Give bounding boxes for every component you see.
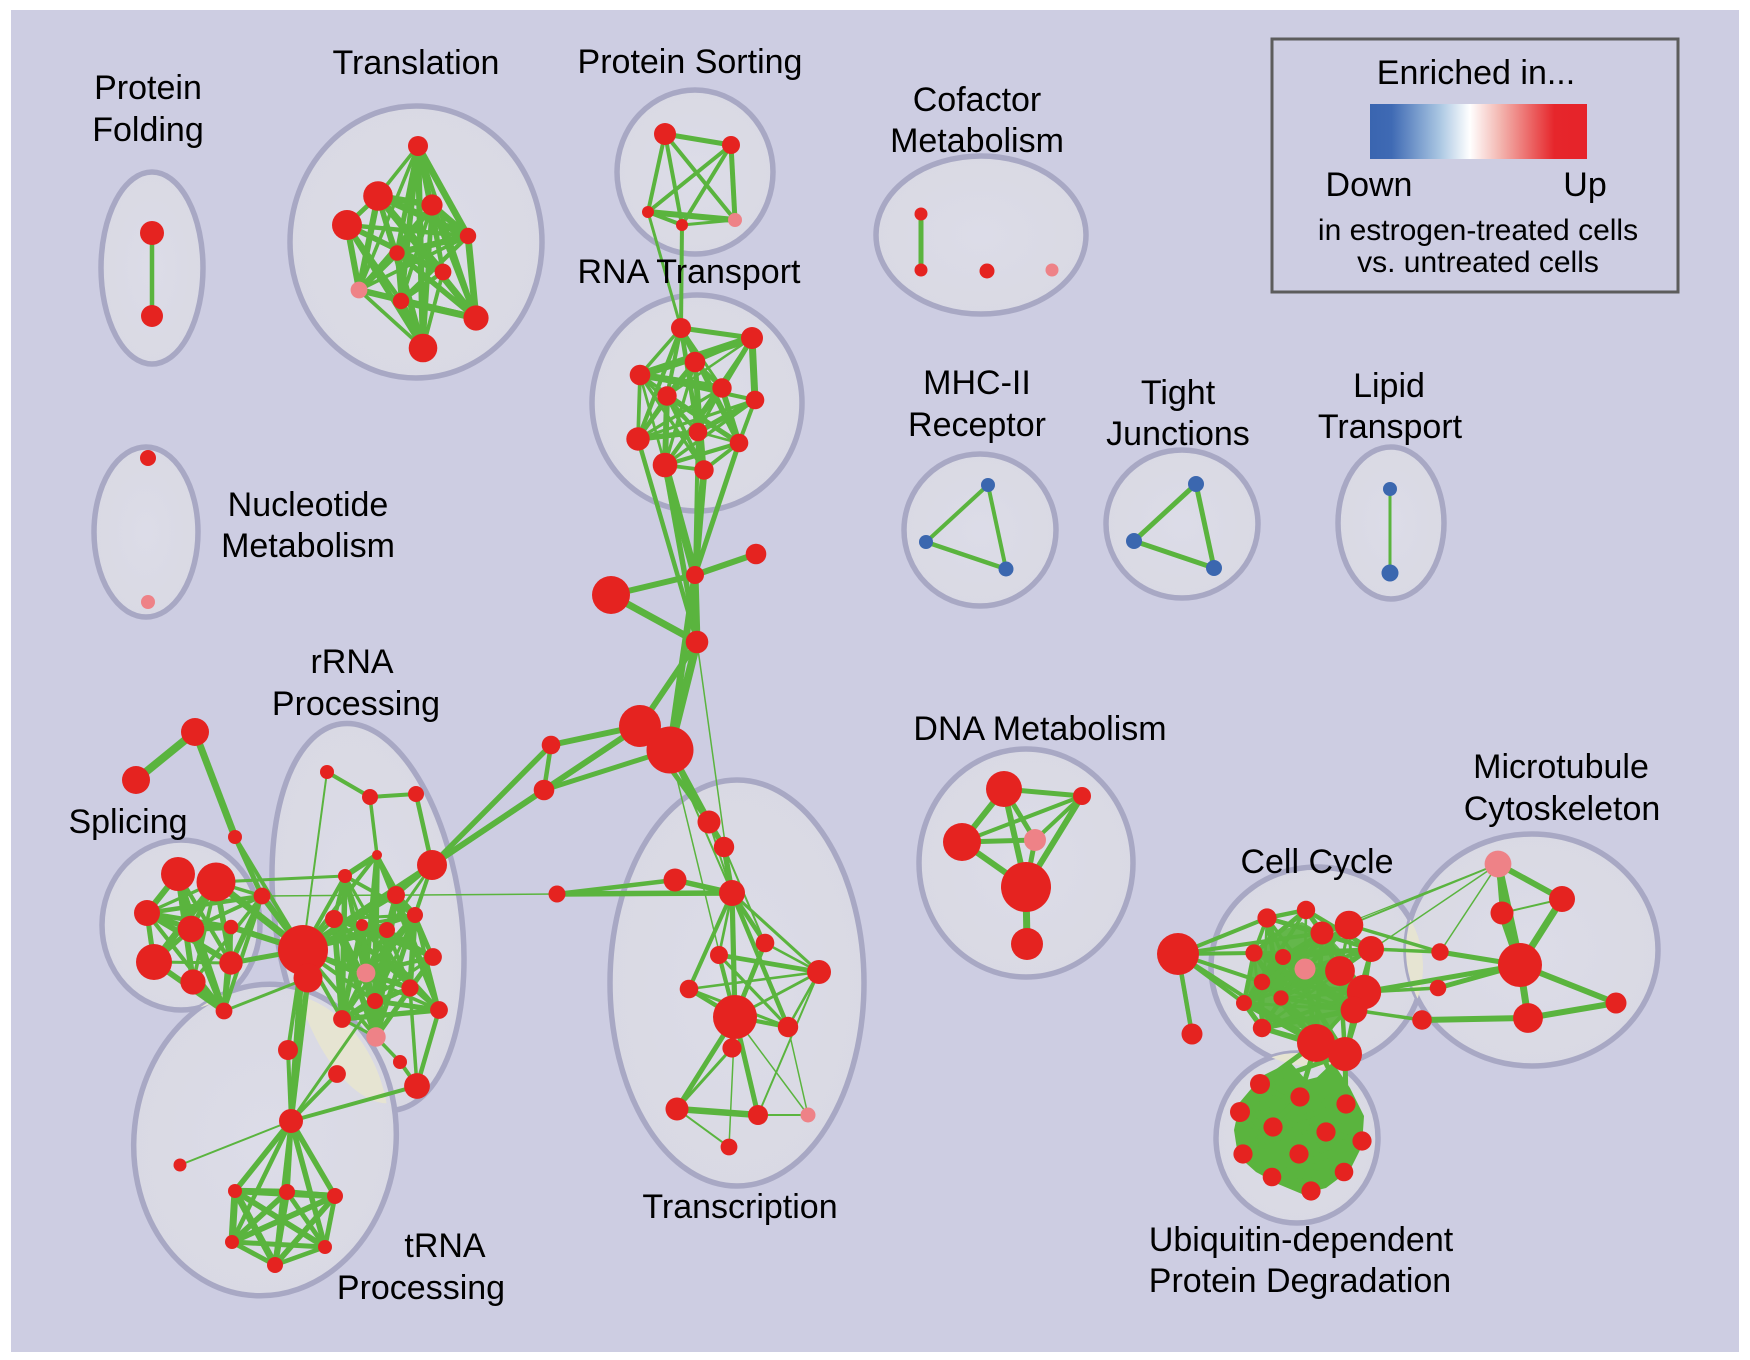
svg-text:Receptor: Receptor: [908, 406, 1046, 444]
svg-text:rRNA: rRNA: [310, 643, 393, 681]
svg-text:DNA Metabolism: DNA Metabolism: [913, 710, 1166, 748]
svg-text:Microtubule: Microtubule: [1473, 748, 1649, 786]
svg-text:Cytoskeleton: Cytoskeleton: [1464, 790, 1661, 828]
svg-text:Junctions: Junctions: [1106, 415, 1250, 453]
svg-text:Protein: Protein: [94, 69, 202, 107]
svg-text:Up: Up: [1563, 166, 1606, 204]
svg-text:Protein Degradation: Protein Degradation: [1149, 1262, 1451, 1300]
svg-text:Transcription: Transcription: [642, 1188, 837, 1226]
svg-text:Processing: Processing: [337, 1269, 505, 1307]
svg-text:Ubiquitin-dependent: Ubiquitin-dependent: [1149, 1221, 1454, 1259]
svg-text:Folding: Folding: [92, 111, 204, 149]
svg-text:MHC-II: MHC-II: [923, 364, 1031, 402]
svg-text:Translation: Translation: [333, 44, 500, 82]
svg-text:RNA Transport: RNA Transport: [578, 253, 802, 291]
svg-text:vs. untreated cells: vs. untreated cells: [1357, 246, 1599, 279]
svg-text:Cofactor: Cofactor: [913, 81, 1042, 119]
svg-text:Metabolism: Metabolism: [890, 122, 1064, 160]
svg-text:Cell Cycle: Cell Cycle: [1240, 843, 1393, 881]
svg-text:Tight: Tight: [1141, 374, 1216, 412]
svg-text:Splicing: Splicing: [68, 803, 187, 841]
svg-text:Metabolism: Metabolism: [221, 527, 395, 565]
svg-text:Enriched in...: Enriched in...: [1377, 54, 1575, 92]
svg-text:Protein Sorting: Protein Sorting: [578, 43, 803, 81]
svg-text:Lipid: Lipid: [1353, 367, 1425, 405]
svg-text:Down: Down: [1326, 166, 1413, 204]
svg-text:tRNA: tRNA: [404, 1227, 486, 1265]
svg-text:Transport: Transport: [1318, 408, 1463, 446]
svg-text:Nucleotide: Nucleotide: [228, 486, 389, 524]
svg-text:Processing: Processing: [272, 685, 440, 723]
svg-text:in estrogen-treated cells: in estrogen-treated cells: [1318, 214, 1638, 247]
